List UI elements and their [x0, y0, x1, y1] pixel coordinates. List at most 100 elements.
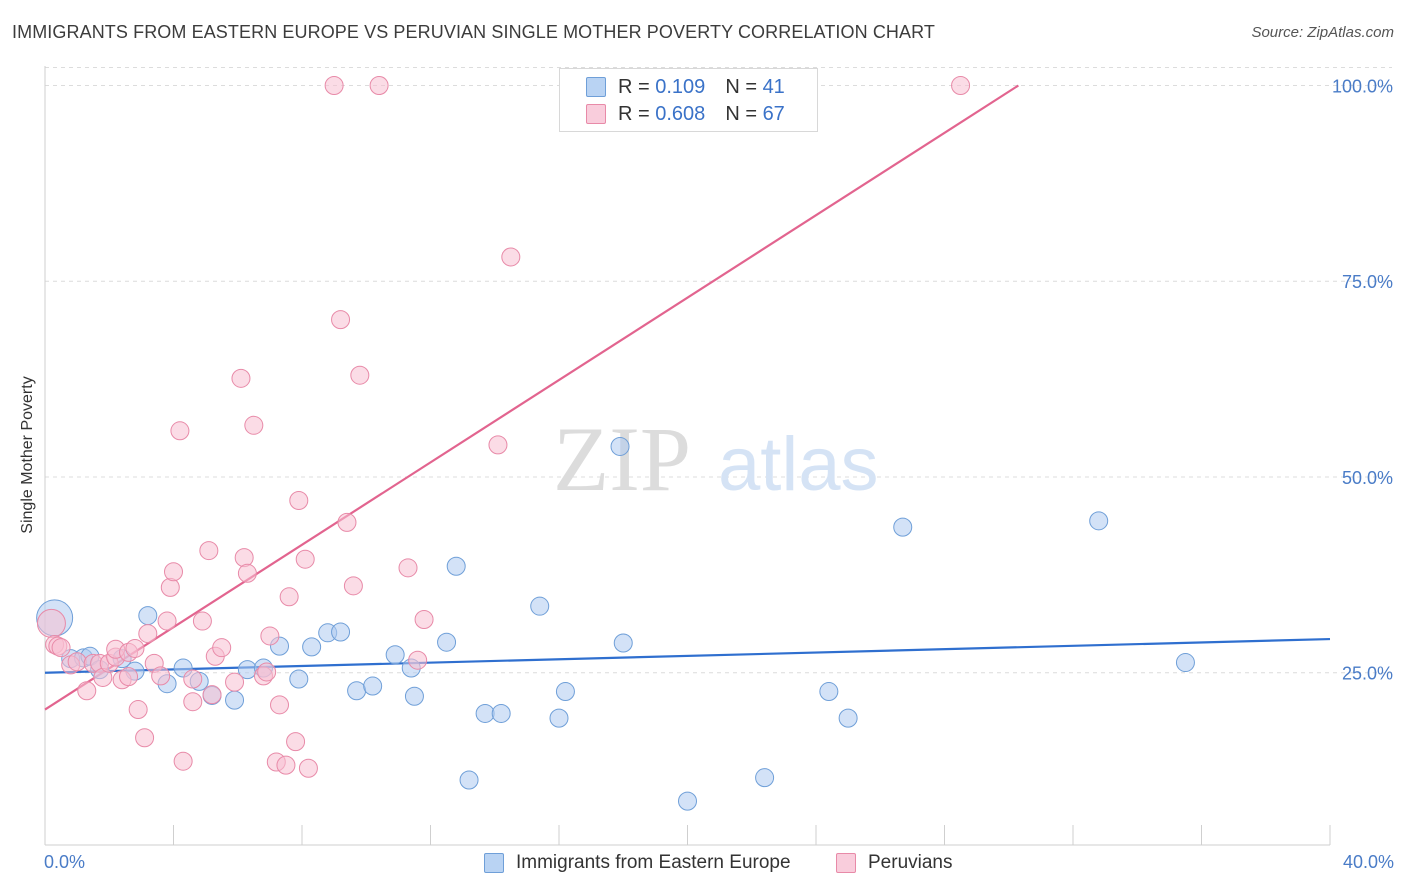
legend-r-label: R = — [618, 102, 650, 125]
peruvians-point — [408, 650, 428, 670]
eastern-europe-point — [446, 556, 466, 576]
eastern-europe-point — [819, 682, 839, 702]
peruvians-point — [414, 609, 434, 629]
eastern-europe-point — [555, 682, 575, 702]
eastern-europe-point — [613, 633, 633, 653]
peruvians-point — [192, 611, 212, 631]
peruvians-point — [67, 652, 87, 672]
peruvians-point — [212, 638, 232, 658]
peruvians-point — [36, 608, 66, 638]
eastern-europe-point — [678, 791, 697, 811]
peruvians-point — [331, 310, 351, 330]
eastern-europe-point — [225, 690, 245, 710]
series-legend-peruvians: Peruvians — [836, 852, 953, 874]
peruvians-point — [324, 75, 344, 95]
y-tick-label: 75.0% — [1342, 272, 1393, 292]
correlation-legend: R = 0.109 N = 41 R = 0.608 N = 67 — [559, 68, 818, 132]
legend-r-value: 0.109 — [655, 75, 706, 98]
peruvians-point — [199, 541, 219, 561]
peruvians-point — [260, 626, 280, 646]
series-legend-label: Peruvians — [868, 852, 953, 873]
legend-r-value: 0.608 — [655, 102, 706, 125]
eastern-europe-point — [893, 517, 913, 537]
y-axis-label: Single Mother Poverty — [19, 376, 36, 534]
peruvians-point — [279, 587, 299, 607]
y-tick-label: 25.0% — [1342, 664, 1393, 684]
legend-swatch-blue — [586, 77, 606, 97]
eastern-europe-point — [331, 622, 351, 642]
trend-line — [44, 84, 1019, 711]
eastern-europe-point — [838, 708, 858, 728]
peruvians-point — [488, 435, 508, 455]
eastern-europe-point — [491, 703, 511, 723]
series-legend-label: Immigrants from Eastern Europe — [516, 852, 791, 873]
watermark-atlas: atlas — [718, 422, 879, 507]
y-tick-label: 50.0% — [1342, 468, 1393, 488]
legend-n-label: N = — [725, 102, 757, 125]
eastern-europe-point — [347, 681, 367, 701]
peruvians-point — [77, 681, 97, 701]
peruvians-point — [125, 638, 145, 658]
legend-n-value: 67 — [762, 102, 785, 125]
peruvians-point — [350, 365, 370, 385]
watermark-zip: ZIP — [553, 408, 691, 510]
chart-source: Source: ZipAtlas.com — [1251, 24, 1394, 41]
peruvians-point — [135, 728, 155, 748]
gridlines — [45, 66, 1392, 674]
eastern-europe-point — [755, 768, 775, 788]
x-tick-label-min: 0.0% — [44, 852, 86, 872]
peruvians-point — [270, 695, 290, 715]
x-tick-label-max: 40.0% — [1342, 852, 1394, 872]
peruvians-point — [164, 562, 183, 582]
eastern-europe-point — [475, 703, 495, 723]
peruvians-point — [119, 667, 139, 687]
eastern-europe-point — [404, 686, 424, 706]
peruvians-point — [257, 662, 277, 682]
eastern-europe-point — [138, 606, 158, 626]
peruvians-point — [295, 549, 315, 569]
trend-line — [44, 637, 1331, 674]
peruvians-point — [276, 755, 296, 775]
eastern-europe-point — [610, 436, 630, 456]
axes — [44, 66, 1331, 846]
eastern-europe-point — [302, 637, 322, 657]
legend-n-value: 41 — [762, 75, 785, 98]
peruvians-point — [501, 247, 521, 267]
peruvians-point — [951, 75, 971, 95]
peruvians-point — [151, 666, 171, 686]
peruvians-point — [128, 700, 148, 720]
legend-r-label: R = — [618, 75, 650, 98]
trend-lines — [44, 84, 1331, 711]
watermark: ZIP atlas — [553, 408, 879, 510]
series-swatch-blue — [484, 853, 504, 873]
eastern-europe-point — [549, 708, 569, 728]
peruvians-point — [298, 758, 318, 778]
peruvians-point — [237, 563, 257, 583]
peruvians-point — [202, 685, 222, 705]
peruvians-point — [343, 576, 363, 596]
series-swatch-pink — [836, 853, 856, 873]
peruvians-point — [225, 672, 245, 692]
eastern-europe-point — [363, 676, 383, 696]
eastern-europe-point — [459, 770, 479, 790]
data-points — [36, 75, 1195, 811]
peruvians-point — [160, 577, 180, 597]
peruvians-point — [286, 732, 306, 752]
peruvians-point — [369, 75, 389, 95]
eastern-europe-point — [530, 596, 550, 616]
legend-n-label: N = — [725, 75, 757, 98]
peruvians-point — [183, 669, 203, 689]
legend-row-peruvians: R = 0.608 N = 67 — [586, 101, 785, 127]
peruvians-point — [51, 638, 71, 658]
peruvians-point — [234, 548, 254, 568]
chart-title: IMMIGRANTS FROM EASTERN EUROPE VS PERUVI… — [12, 22, 935, 42]
eastern-europe-point — [385, 645, 405, 665]
eastern-europe-point — [437, 632, 457, 652]
legend-swatch-pink — [586, 104, 606, 124]
eastern-europe-point — [1089, 511, 1109, 531]
peruvians-point — [183, 692, 203, 712]
peruvians-point — [157, 611, 177, 631]
series-legend: Immigrants from Eastern Europe Peruvians — [0, 852, 1406, 878]
peruvians-point — [289, 490, 309, 510]
